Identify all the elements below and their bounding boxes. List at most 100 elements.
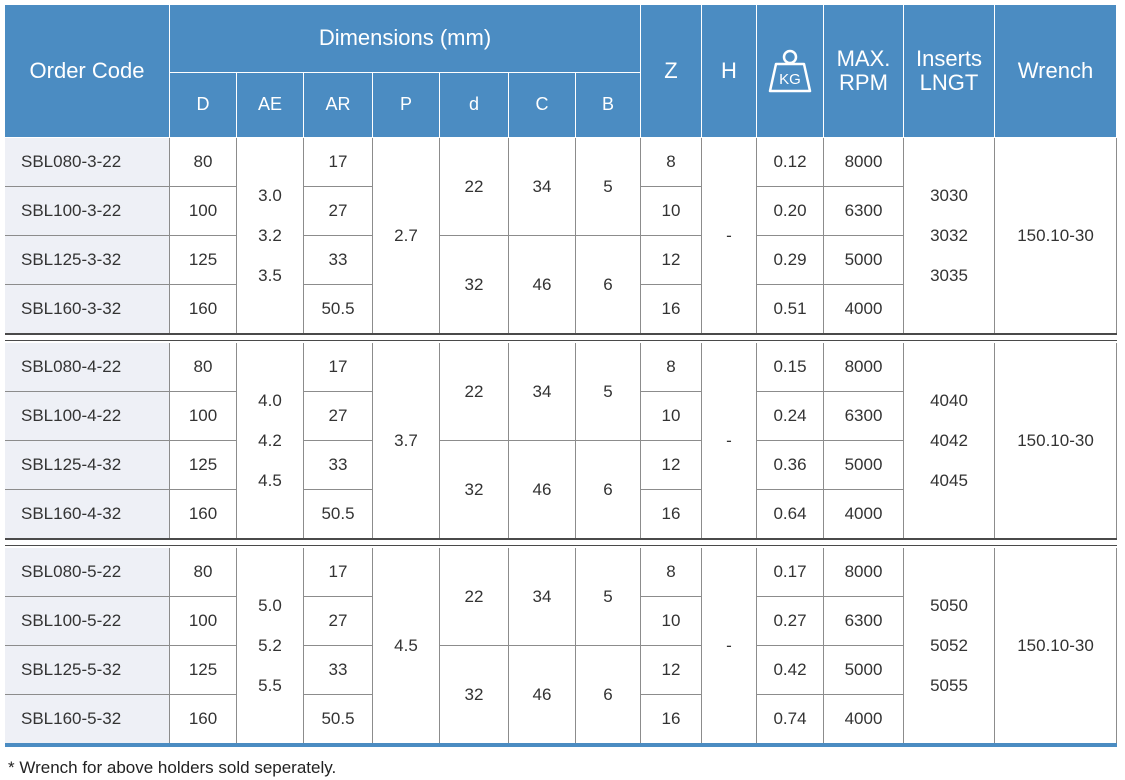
teeth: 8 [641,548,702,597]
ar-text: 33 [328,660,348,679]
z-header-text: Z [664,57,678,83]
ae-text: 5.2 [258,635,282,655]
dimension-column-header: C [509,73,576,138]
ae-text: 5.5 [258,675,282,695]
weight-text: 0.29 [773,250,807,269]
d-dim-text: 22 [464,176,484,196]
teeth: 12 [641,441,702,490]
diameter: 80 [170,138,237,187]
diameter-text: 160 [188,709,218,728]
teeth-text: 10 [661,406,681,425]
max-rpm: 5000 [824,646,904,695]
ar-text: 33 [328,455,348,474]
weight-icon: KG [768,49,812,93]
teeth: 16 [641,285,702,334]
teeth: 10 [641,597,702,646]
wrench-header-text: Wrench [1017,57,1094,83]
weight: 0.36 [757,441,824,490]
inserts-header-text: Inserts [915,45,983,71]
inserts-text: 4040 [930,390,968,410]
teeth-text: 16 [661,504,681,523]
teeth-text: 8 [666,562,676,581]
ar-text: 17 [328,562,348,581]
h: - [702,138,757,334]
inserts-text: 4045 [930,470,968,490]
weight: 0.20 [757,187,824,236]
h: - [702,548,757,744]
ar: 27 [304,187,373,236]
order-code-text: SBL100-5-22 [21,611,122,630]
ar-text: 27 [328,611,348,630]
max-rpm: 5000 [824,441,904,490]
teeth-text: 10 [661,201,681,220]
weight-icon-label: KG [779,71,801,88]
rpm-header-text: RPM [839,70,888,95]
teeth-text: 12 [661,660,681,679]
d-dim-text: 22 [464,381,484,401]
diameter: 100 [170,597,237,646]
h-header-text: H [721,57,737,83]
weight: 0.17 [757,548,824,597]
p: 2.7 [373,138,440,334]
ar-text: 17 [328,152,348,171]
order-code: SBL160-5-32 [5,695,170,744]
diameter: 160 [170,285,237,334]
ar-text: 50.5 [321,709,355,728]
weight-text: 0.27 [773,611,807,630]
diameter: 100 [170,187,237,236]
dimensions-header-text: Dimensions (mm) [318,25,492,51]
ar-text: 50.5 [321,299,355,318]
c-dim: 34 [509,138,576,236]
dimension-column-header-text: D [196,94,210,115]
wrench-header: Wrench [995,5,1117,138]
order-code-header: Order Code [5,5,170,138]
p: 4.5 [373,548,440,744]
weight: 0.64 [757,490,824,539]
ar: 50.5 [304,490,373,539]
b-dim-text: 5 [603,381,613,401]
d-dim: 32 [440,236,509,334]
diameter-text: 100 [188,201,218,220]
order-code-text: SBL125-5-32 [21,660,122,679]
weight-text: 0.12 [773,152,807,171]
teeth-text: 8 [666,152,676,171]
inserts: 3030 3032 3035 [904,138,995,334]
weight-text: 0.15 [773,357,807,376]
diameter-text: 80 [193,357,213,376]
max-rpm: 4000 [824,490,904,539]
weight: 0.24 [757,392,824,441]
diameter: 80 [170,548,237,597]
ar: 27 [304,597,373,646]
order-code-text: SBL080-3-22 [21,152,122,171]
inserts-text: 3032 [930,225,968,245]
rpm-header: MAX. RPM [824,5,904,138]
b-dim-text: 6 [603,684,613,704]
teeth: 8 [641,138,702,187]
max-rpm: 6300 [824,597,904,646]
dimension-column-header-text: AE [257,94,282,115]
dimension-column-header: AE [237,73,304,138]
diameter: 80 [170,343,237,392]
c-dim: 34 [509,548,576,646]
max-rpm-text: 8000 [844,152,883,171]
diameter: 160 [170,490,237,539]
diameter-text: 160 [188,299,218,318]
order-code: SBL160-3-32 [5,285,170,334]
weight: 0.27 [757,597,824,646]
d-dim-text: 22 [464,586,484,606]
wrench: 150.10-30 [995,548,1117,744]
ar: 17 [304,343,373,392]
d-dim: 22 [440,548,509,646]
dimension-column-header: P [373,73,440,138]
d-dim: 22 [440,138,509,236]
max-rpm: 5000 [824,236,904,285]
diameter: 160 [170,695,237,744]
max-rpm-text: 5000 [844,660,883,679]
order-code-text: SBL160-5-32 [21,709,122,728]
max-rpm-text: 5000 [844,250,883,269]
b-dim-text: 5 [603,176,613,196]
weight: 0.12 [757,138,824,187]
teeth-text: 12 [661,455,681,474]
b-dim-text: 5 [603,586,613,606]
